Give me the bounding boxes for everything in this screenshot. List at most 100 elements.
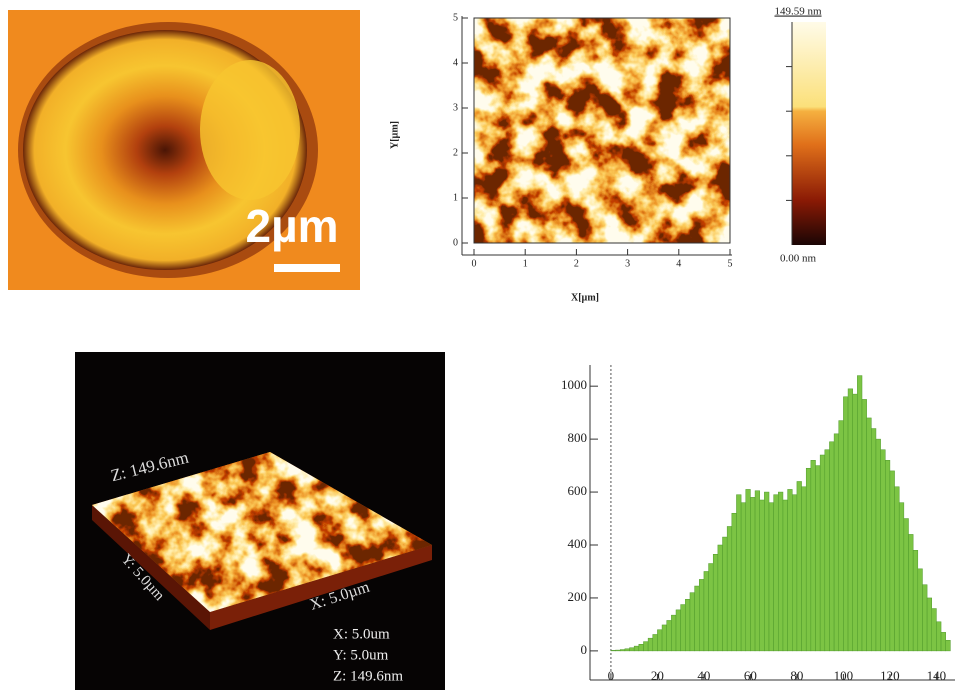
bar <box>825 450 830 651</box>
bar <box>904 519 909 651</box>
bar <box>871 429 876 651</box>
bar <box>853 394 858 651</box>
bar <box>611 650 616 651</box>
x-tick-label: 0 <box>472 258 477 269</box>
x-tick-label: 1 <box>523 258 528 269</box>
x-tick-label: 140 <box>927 668 947 683</box>
bar <box>690 593 695 651</box>
y-axis-label: Y[µm] <box>389 121 400 149</box>
bar <box>657 630 662 651</box>
bar <box>829 442 834 651</box>
bar <box>746 489 751 650</box>
bar <box>848 389 853 651</box>
bar <box>792 495 797 651</box>
bar <box>769 503 774 651</box>
afm-3d: Z: 149.6nm Y: 5.0µm X: 5.0µm X: 5.0um Y:… <box>75 352 445 690</box>
x-tick-label: 20 <box>651 668 664 683</box>
bar <box>695 586 700 651</box>
bar <box>713 554 718 651</box>
bar <box>764 492 769 651</box>
y-tick-label: 0 <box>453 237 458 248</box>
scale-bar <box>274 264 340 272</box>
bar <box>639 644 644 651</box>
y-tick-label: 600 <box>568 483 588 498</box>
x-tick-label: 100 <box>834 668 854 683</box>
lobe <box>200 60 300 200</box>
bar <box>634 646 639 651</box>
bar <box>895 487 900 651</box>
x-tick-label: 3 <box>625 258 630 269</box>
bar <box>736 495 741 651</box>
bar <box>806 468 811 651</box>
bar <box>936 622 941 651</box>
colorbar <box>792 22 826 245</box>
y-tick-label: 1000 <box>561 377 587 392</box>
bar <box>909 534 914 650</box>
bar <box>667 620 672 650</box>
bar <box>881 450 886 651</box>
bar <box>681 605 686 651</box>
x-tick-label: 40 <box>697 668 710 683</box>
bar <box>755 491 760 651</box>
x-tick-label: 4 <box>676 258 681 269</box>
x-tick-label: 60 <box>744 668 757 683</box>
bar <box>709 564 714 651</box>
bar <box>946 640 951 651</box>
figure: 2µm Z: 149.6nm Y: 5.0µm X: 5.0µm X: 5.0u… <box>0 0 960 692</box>
bar <box>811 460 816 651</box>
y-tick-label: 400 <box>568 536 588 551</box>
bar <box>741 503 746 651</box>
y-tick-label: 4 <box>453 57 458 68</box>
bar <box>727 526 732 650</box>
bar <box>718 545 723 651</box>
y-tick-label: 200 <box>568 589 588 604</box>
bar <box>885 460 890 651</box>
info-line: Z: 149.6nm <box>333 668 403 684</box>
micrograph: 2µm <box>8 10 360 290</box>
bar <box>927 598 932 651</box>
y-tick-label: 1 <box>453 192 458 203</box>
bar <box>723 537 728 651</box>
bar <box>616 650 621 651</box>
bar <box>788 489 793 650</box>
y-tick-label: 800 <box>568 430 588 445</box>
colorbar-min: 0.00 nm <box>780 253 817 265</box>
bar <box>648 638 653 651</box>
x-tick-label: 0 <box>608 668 615 683</box>
bar <box>839 421 844 651</box>
x-axis-label: X[µm] <box>571 292 599 303</box>
x-tick-label: 120 <box>880 668 900 683</box>
bar <box>783 500 788 651</box>
bar <box>620 650 625 651</box>
bar <box>774 495 779 651</box>
bar <box>699 579 704 650</box>
y-tick-label: 2 <box>453 147 458 158</box>
bar <box>676 610 681 651</box>
bar <box>843 397 848 651</box>
bar <box>834 434 839 651</box>
x-tick-label: 80 <box>790 668 803 683</box>
info-line: Y: 5.0um <box>333 647 389 663</box>
x-tick-label: 2 <box>574 258 579 269</box>
bar <box>802 487 807 651</box>
bar <box>685 599 690 651</box>
bar <box>876 439 881 651</box>
bar <box>671 615 676 651</box>
y-tick-label: 5 <box>453 12 458 23</box>
bar <box>899 503 904 651</box>
bar <box>625 649 630 651</box>
bar <box>653 634 658 650</box>
bar <box>913 550 918 651</box>
bar <box>820 455 825 651</box>
bar <box>643 642 648 651</box>
bar <box>941 632 946 651</box>
bar <box>630 648 635 651</box>
bar <box>750 497 755 651</box>
bar <box>862 399 867 650</box>
y-tick-label: 0 <box>581 642 588 657</box>
bar <box>816 466 821 651</box>
bar <box>760 500 765 651</box>
bar <box>732 513 737 651</box>
bar <box>867 418 872 651</box>
afm-map <box>474 18 730 243</box>
